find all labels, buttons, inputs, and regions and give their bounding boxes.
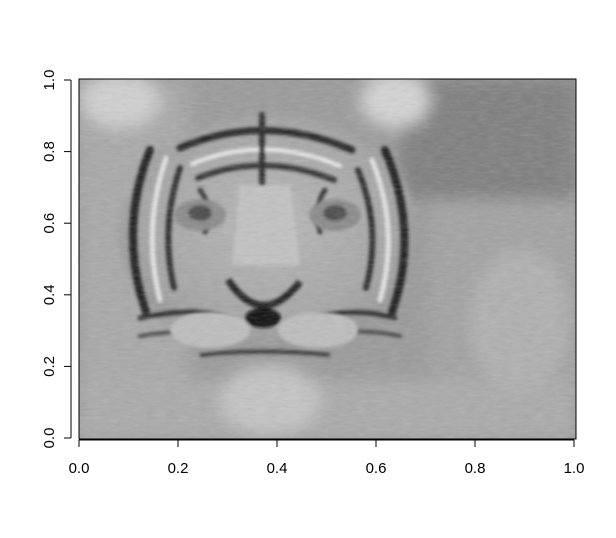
x-tick-label: 0.2 [168, 460, 189, 477]
y-tick-label: 0.2 [41, 356, 58, 377]
y-tick-label: 0.6 [41, 213, 58, 234]
y-axis: 0.0 0.2 0.4 0.6 0.8 1.0 [41, 70, 71, 449]
x-tick-label: 0.6 [366, 460, 387, 477]
x-tick-label: 0.8 [465, 460, 486, 477]
y-tick-label: 0.4 [41, 284, 58, 305]
x-tick-label: 0.4 [267, 460, 288, 477]
x-tick-label: 1.0 [564, 460, 585, 477]
y-tick-label: 0.8 [41, 141, 58, 162]
x-axis: 0.0 0.2 0.4 0.6 0.8 1.0 [69, 440, 585, 477]
y-tick-label: 1.0 [41, 70, 58, 91]
image-raster [79, 72, 576, 439]
x-tick-label: 0.0 [69, 460, 90, 477]
y-tick-label: 0.0 [41, 428, 58, 449]
